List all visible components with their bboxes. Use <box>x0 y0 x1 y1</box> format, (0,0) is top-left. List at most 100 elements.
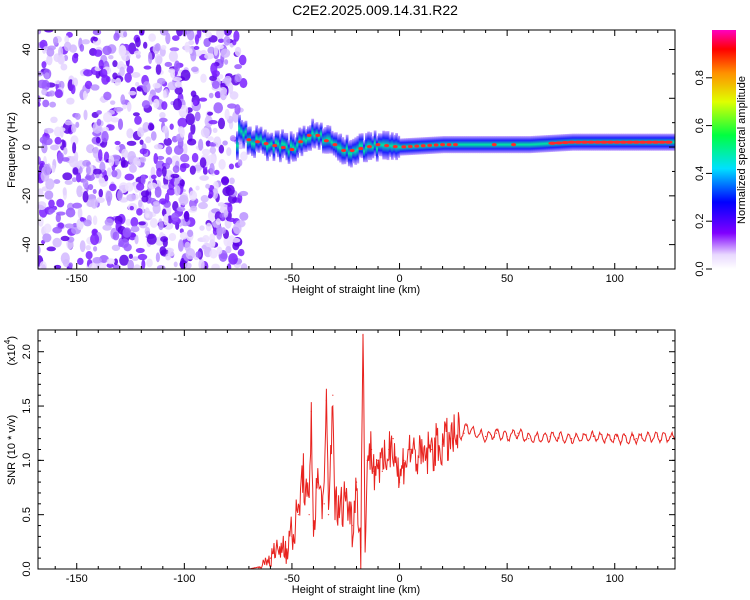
noise-cell <box>92 36 98 42</box>
noise-cell <box>49 101 57 108</box>
band-cell <box>287 139 291 164</box>
noise-cell <box>83 219 92 227</box>
noise-cell <box>39 261 47 269</box>
noise-cell <box>95 136 101 144</box>
noise-cell <box>155 63 162 75</box>
noise-cell <box>188 48 193 55</box>
noise-cell <box>139 156 147 163</box>
noise-cell <box>139 139 144 145</box>
noise-cell <box>154 43 161 52</box>
noise-cell <box>132 112 140 117</box>
noise-cell <box>112 264 120 269</box>
noise-cell <box>128 90 137 96</box>
band-cell <box>309 125 312 151</box>
band-cell <box>371 136 375 159</box>
noise-cell <box>146 258 153 268</box>
band-cell <box>279 133 282 163</box>
noise-cell <box>38 245 41 255</box>
snr-axes: -150 -100 -50 0 50 100 0.0 0.5 1.0 1.5 2.0 <box>21 330 675 585</box>
noise-cell <box>160 45 167 50</box>
band-cell <box>451 136 454 154</box>
noise-cell <box>172 165 180 174</box>
band-cell <box>296 132 299 158</box>
noise-cell <box>84 80 93 90</box>
noise-cell <box>201 30 209 33</box>
noise-cell <box>43 127 54 134</box>
noise-cell <box>138 221 146 226</box>
noise-cell <box>85 245 91 251</box>
band-cell <box>461 136 465 154</box>
noise-cell <box>126 140 137 146</box>
noise-cell <box>192 99 199 107</box>
noise-cell <box>126 101 132 112</box>
noise-cell <box>218 159 226 170</box>
band-cell <box>291 133 295 162</box>
noise-cell <box>110 78 116 84</box>
band-peak <box>511 143 517 147</box>
noise-cell <box>164 61 173 68</box>
band-cell <box>425 137 429 155</box>
noise-cell <box>205 222 212 232</box>
noise-cell <box>106 258 115 265</box>
noise-cell <box>118 44 127 57</box>
colorbar-gradient <box>712 30 736 269</box>
noise-cell <box>41 61 47 69</box>
noise-cell <box>156 264 166 269</box>
noise-cell <box>231 237 241 243</box>
noise-cell <box>228 163 235 170</box>
snr-point <box>338 514 340 516</box>
noise-cell <box>122 227 132 238</box>
noise-cell <box>110 100 116 105</box>
band-peak <box>332 143 338 147</box>
noise-cell <box>50 144 60 151</box>
snr-point <box>317 481 319 483</box>
scale-note-text: (x10 <box>6 344 18 365</box>
noise-cell <box>131 72 141 78</box>
snr-point <box>366 459 368 461</box>
noise-cell <box>208 189 214 198</box>
y-tick-label: 0.0 <box>21 561 33 576</box>
band-peak <box>651 140 660 144</box>
noise-cell <box>173 261 178 268</box>
noise-cell <box>118 241 124 248</box>
band-cell <box>317 124 321 150</box>
band-cell <box>307 126 310 151</box>
noise-cell <box>38 188 44 198</box>
noise-cell <box>123 31 128 38</box>
noise-cell <box>64 35 70 44</box>
noise-cell <box>158 117 168 123</box>
noise-cell <box>158 221 164 231</box>
band-cell <box>337 134 340 161</box>
snr-point <box>323 503 325 505</box>
noise-cell <box>119 254 129 266</box>
noise-cell <box>57 151 64 164</box>
noise-cell <box>96 110 102 115</box>
band-cell <box>412 137 416 155</box>
band-cell <box>472 136 476 154</box>
noise-cell <box>113 258 119 266</box>
noise-cell <box>110 117 120 123</box>
band-peak <box>306 133 312 137</box>
band-cell <box>537 135 541 153</box>
noise-cell <box>225 184 235 196</box>
noise-cell <box>72 142 77 154</box>
scale-note-close: ) <box>6 336 18 340</box>
band-peak <box>263 142 269 146</box>
noise-cell <box>119 66 125 77</box>
noise-cell <box>54 89 63 99</box>
noise-cell <box>201 148 211 156</box>
x-tick-label: 50 <box>501 573 513 585</box>
noise-cell <box>215 218 221 225</box>
band-cell <box>474 136 478 154</box>
noise-cell <box>126 128 134 139</box>
band-cell <box>240 119 244 143</box>
noise-cell <box>133 264 141 269</box>
noise-cell <box>161 166 167 177</box>
noise-cell <box>217 38 224 43</box>
band-cell <box>526 136 530 154</box>
snr-point <box>312 524 315 527</box>
band-cell <box>477 136 480 154</box>
band-peak <box>446 143 452 147</box>
noise-cell <box>153 153 159 165</box>
noise-cell <box>142 81 151 93</box>
